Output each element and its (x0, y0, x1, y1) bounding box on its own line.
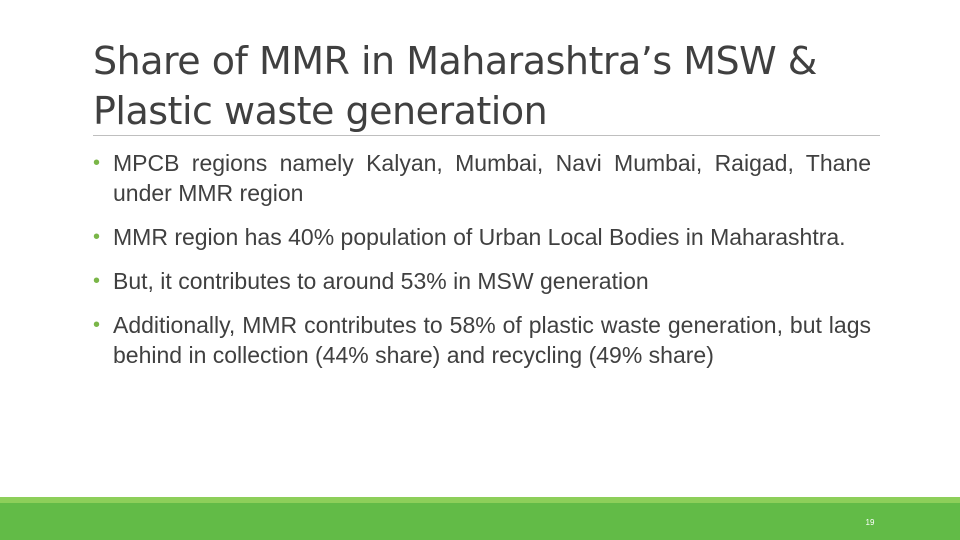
bullet-icon: • (93, 314, 101, 336)
footer-accent-strip (0, 497, 960, 503)
title-divider (93, 135, 880, 136)
slide-title: Share of MMR in Maharashtra’s MSW & Plas… (93, 36, 893, 136)
bullet-icon: • (93, 270, 101, 292)
bullet-icon: • (93, 226, 101, 248)
footer-bar (0, 497, 960, 540)
bullet-text: MPCB regions namely Kalyan, Mumbai, Navi… (113, 150, 871, 206)
bullet-item: • MPCB regions namely Kalyan, Mumbai, Na… (93, 148, 871, 208)
bullet-list: • MPCB regions namely Kalyan, Mumbai, Na… (93, 148, 871, 370)
bullet-item: • Additionally, MMR contributes to 58% o… (93, 310, 871, 370)
bullet-text: MMR region has 40% population of Urban L… (113, 224, 846, 250)
title-line-2: Plastic waste generation (93, 89, 548, 133)
bullet-item: • MMR region has 40% population of Urban… (93, 222, 871, 252)
page-number: 19 (865, 518, 875, 527)
bullet-text: But, it contributes to around 53% in MSW… (113, 268, 649, 294)
title-line-1: Share of MMR in Maharashtra’s MSW & (93, 39, 817, 83)
bullet-icon: • (93, 152, 101, 174)
bullet-text: Additionally, MMR contributes to 58% of … (113, 312, 871, 368)
bullet-item: • But, it contributes to around 53% in M… (93, 266, 871, 296)
